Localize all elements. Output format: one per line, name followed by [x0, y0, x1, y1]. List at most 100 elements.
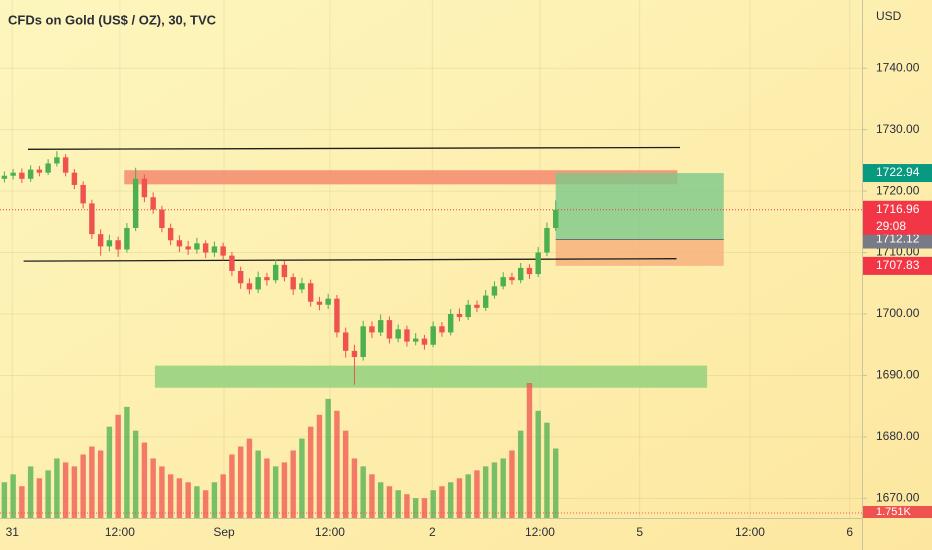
candle-body	[360, 326, 366, 358]
volume-bar	[246, 438, 253, 518]
volume-bar	[159, 466, 165, 518]
volume-bar	[386, 486, 393, 518]
price-label-bg	[863, 164, 932, 183]
volume-bar	[517, 430, 524, 518]
candle-body	[272, 264, 279, 281]
trend-line	[23, 258, 677, 262]
volume-bar	[281, 462, 288, 518]
volume-bar	[167, 474, 174, 518]
zone	[124, 170, 678, 185]
candle-body	[421, 338, 428, 345]
volume-bar	[439, 486, 445, 518]
volume-bar	[421, 498, 428, 518]
candle-body	[509, 277, 515, 281]
y-tick-label: 1670.00	[876, 491, 920, 505]
volume-bar	[526, 383, 533, 518]
candle-body	[264, 277, 270, 281]
volume-bar	[211, 482, 218, 518]
candle-body	[482, 295, 489, 308]
candle-body	[465, 304, 471, 318]
volume-bar	[19, 486, 25, 518]
price-label: 1722.94	[876, 165, 920, 179]
candle-body	[386, 320, 393, 339]
volume-bar	[220, 474, 226, 518]
candle-body	[115, 240, 121, 250]
volume-bar	[124, 406, 130, 518]
volume-bar	[377, 482, 384, 518]
candle-body	[246, 283, 253, 290]
candle-body	[369, 326, 375, 333]
candle-body	[36, 169, 43, 173]
volume-bar	[54, 458, 60, 518]
volume-bar	[176, 478, 183, 518]
x-tick-label: 6	[846, 525, 853, 539]
y-tick-label: 1720.00	[876, 183, 920, 197]
volume-bar	[447, 482, 454, 518]
volume-label-bg	[863, 506, 932, 518]
candle-body	[395, 329, 401, 339]
y-tick-label: 1700.00	[876, 306, 920, 320]
trend-line	[28, 146, 680, 150]
x-tick-label: 2	[429, 525, 436, 539]
volume-bar	[316, 414, 323, 518]
candle-body	[150, 197, 156, 210]
candle-body	[342, 332, 349, 351]
price-label-bg	[863, 256, 932, 275]
candle-body	[281, 264, 288, 278]
countdown: 29:08	[876, 219, 906, 233]
candle-body	[500, 277, 506, 287]
loss-zone	[555, 239, 724, 266]
x-tick-label: 12:00	[525, 525, 555, 539]
volume-bar	[141, 442, 148, 518]
candle-body	[299, 283, 305, 290]
candle-body	[456, 313, 463, 318]
volume-bar	[334, 410, 340, 518]
axes: 1670.001680.001690.001700.001710.001720.…	[6, 60, 932, 539]
candle-body	[412, 338, 419, 342]
volume-bar	[351, 458, 358, 518]
candle-body	[202, 243, 209, 253]
candle-body	[526, 267, 533, 275]
volume-bar	[150, 458, 156, 518]
candle-body	[290, 277, 296, 290]
y-tick-label: 1680.00	[876, 429, 920, 443]
candle-body	[255, 277, 261, 290]
volume-bar	[342, 430, 349, 518]
volume-bar	[307, 426, 314, 518]
volume-bar	[290, 450, 296, 518]
candle-body	[544, 227, 550, 253]
volume-bar	[10, 474, 16, 518]
candle-body	[316, 301, 323, 305]
volume-bar	[360, 466, 366, 518]
candle-body	[552, 209, 559, 228]
volume-label: 1.751K	[876, 506, 912, 518]
volume-bar	[237, 446, 244, 518]
volume-bar	[456, 478, 463, 518]
volume-bar	[71, 466, 78, 518]
candle-body	[229, 255, 235, 271]
volume-bar	[27, 466, 34, 518]
candle-body	[54, 157, 60, 164]
candle-body	[377, 320, 384, 333]
volume-bar	[482, 466, 489, 518]
volume-bar	[255, 450, 261, 518]
volume-bar	[500, 458, 506, 518]
volume-bar	[535, 410, 541, 518]
x-tick-label: 12:00	[315, 525, 345, 539]
candle-body	[19, 172, 25, 179]
volume-bar	[299, 438, 305, 518]
volume-bar	[202, 490, 209, 518]
x-tick-label: 12:00	[105, 525, 135, 539]
volume-bar	[45, 470, 51, 518]
profit-zone	[555, 173, 724, 240]
y-tick-label: 1690.00	[876, 368, 920, 382]
volume-bar	[272, 466, 279, 518]
candle-body	[194, 243, 200, 250]
candles	[1, 151, 559, 385]
candle-body	[211, 246, 218, 253]
volume-bar	[36, 478, 43, 518]
volume-bar	[132, 430, 139, 518]
volume-bar	[106, 426, 113, 518]
